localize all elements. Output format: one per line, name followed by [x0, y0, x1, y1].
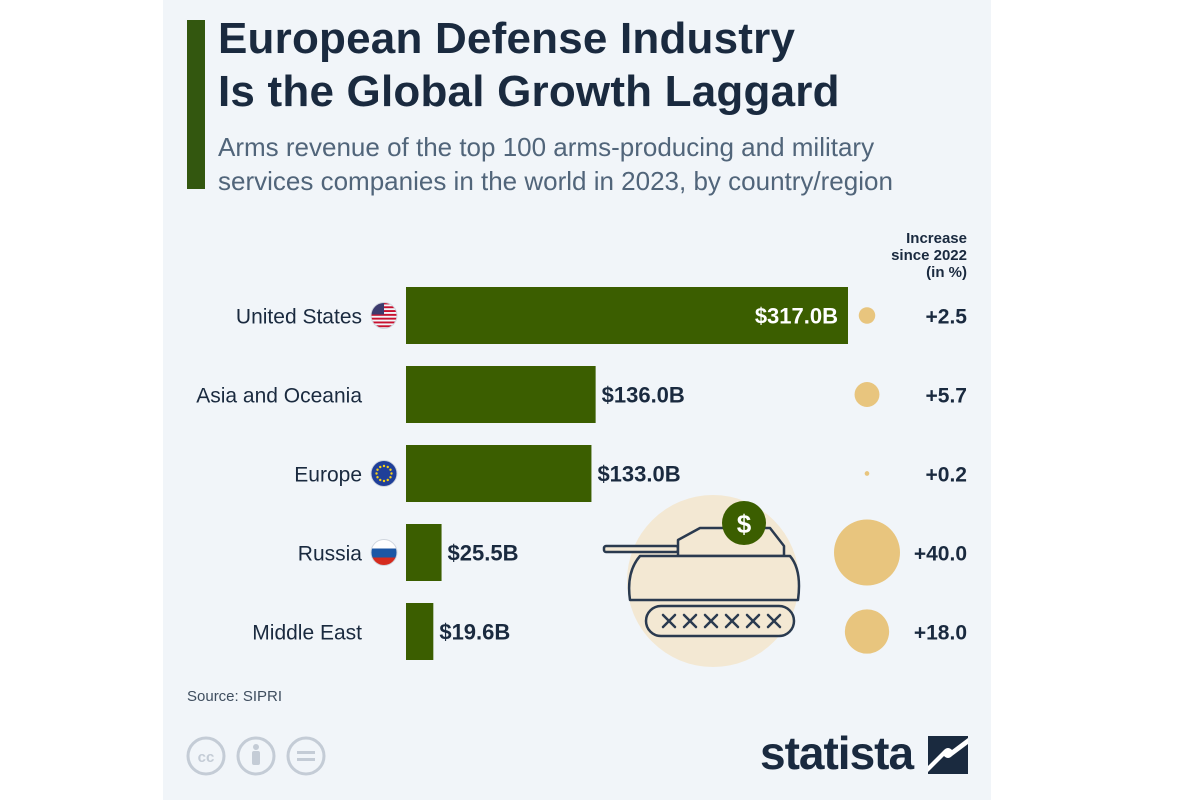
increase-bubble [858, 307, 876, 324]
value-label: $136.0B [602, 383, 685, 408]
attribution-icon [236, 736, 276, 776]
revenue-bar [406, 366, 596, 423]
title-accent-bar [187, 20, 205, 189]
subtitle-line-2: services companies in the world in 2023,… [218, 166, 893, 196]
revenue-bar [406, 603, 434, 660]
value-label: $133.0B [597, 462, 680, 487]
increase-header-line-1: Increase [906, 230, 967, 247]
category-label: Europe [294, 464, 362, 487]
svg-text:cc: cc [198, 749, 215, 766]
category-label: Russia [298, 543, 363, 566]
increase-label: +40.0 [914, 543, 967, 566]
increase-header-line-2: since 2022 [891, 247, 967, 264]
subtitle-line-1: Arms revenue of the top 100 arms-produci… [218, 132, 875, 162]
increase-bubble [854, 382, 880, 407]
tank-icon [602, 495, 801, 667]
increase-label: +2.5 [926, 306, 968, 329]
noderivs-icon [286, 736, 326, 776]
increase-label: +0.2 [926, 464, 967, 487]
category-label: Asia and Oceania [196, 385, 362, 408]
increase-bubble [864, 471, 870, 476]
russia-flag-icon [370, 539, 398, 566]
revenue-bar [406, 445, 592, 502]
value-label: $19.6B [439, 620, 510, 645]
dollar-coin-icon: $ [722, 501, 766, 545]
svg-text:$: $ [737, 509, 752, 539]
revenue-bar [406, 287, 848, 344]
increase-header-line-3: (in %) [926, 264, 967, 281]
chart-title: European Defense Industry Is the Global … [218, 12, 978, 118]
increase-label: +18.0 [914, 622, 967, 645]
category-label: Middle East [252, 622, 362, 645]
source-note: Source: SIPRI [187, 688, 283, 705]
increase-column-header: Increase since 2022 (in %) [860, 230, 967, 281]
statista-wordmark: statista [760, 727, 914, 779]
increase-label: +5.7 [926, 385, 967, 408]
value-label: $317.0B [755, 304, 838, 329]
title-line-2: Is the Global Growth Laggard [218, 67, 840, 116]
revenue-bar [406, 524, 442, 581]
us-flag-icon [370, 302, 398, 329]
category-label: United States [236, 306, 362, 329]
value-label: $25.5B [448, 541, 519, 566]
eu-flag-icon [370, 460, 398, 487]
statista-logo-icon [928, 736, 968, 774]
title-line-1: European Defense Industry [218, 14, 796, 63]
chart-subtitle: Arms revenue of the top 100 arms-produci… [218, 130, 978, 198]
statista-logo: statista [760, 728, 970, 778]
increase-bubble [844, 609, 890, 654]
increase-bubble [834, 519, 900, 586]
license-icons: cc [186, 736, 326, 776]
cc-icon: cc [186, 736, 226, 776]
